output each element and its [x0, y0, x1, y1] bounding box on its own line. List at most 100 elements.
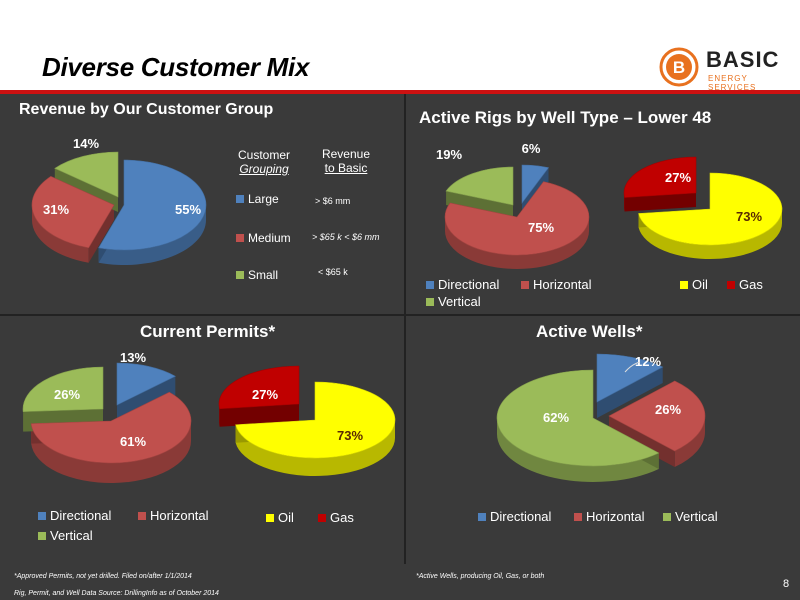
pie-slice-side: [219, 404, 220, 427]
revenue-header-line1: Revenue: [321, 147, 371, 161]
pie-slice-side: [445, 217, 589, 269]
pie-slice-vertical: [22, 366, 104, 412]
label-leader-line: [624, 361, 641, 373]
pie-slice-horizontal: [608, 380, 706, 452]
pie-data-label: 75%: [528, 220, 554, 235]
legend-permits-horizontal: Horizontal: [138, 508, 209, 523]
pie-data-label: 31%: [43, 202, 69, 217]
customer-header-line2: Grouping: [239, 162, 289, 176]
pie-slice-side: [235, 420, 395, 476]
pie-slice-vertical: [445, 166, 514, 206]
legend-small: Small: [236, 268, 278, 282]
legend-label: Horizontal: [586, 509, 645, 524]
pie-slice-wall: [446, 191, 513, 219]
pie-data-label: 27%: [665, 170, 691, 185]
legend-label: Oil: [278, 510, 294, 525]
legend-swatch: [680, 280, 688, 289]
legend-wells-horizontal: Horizontal: [574, 509, 645, 524]
legend-permits-oil: Oil: [266, 510, 294, 525]
pie-slice-side: [31, 421, 191, 483]
legend-small-label: Small: [248, 268, 279, 282]
pie-chart-4: 73% 27%: [218, 365, 396, 476]
pie-chart-1: 6% 75% 19%: [436, 141, 590, 269]
pie-slice-medium: [31, 175, 115, 249]
legend-swatch: [38, 511, 46, 520]
pie-slice-wall: [219, 404, 299, 427]
legend-rigs-directional: Directional: [426, 277, 499, 292]
pie-slice-side: [638, 209, 782, 260]
pie-slice-gas: [623, 156, 697, 198]
pie-slice-wall: [88, 205, 114, 263]
legend-swatch: [138, 511, 146, 520]
legend-swatch: [521, 280, 529, 289]
revenue-small: < $65 k: [318, 267, 348, 277]
company-logo: B BASIC ENERGY SERVICES: [659, 45, 794, 92]
pie-data-label: 13%: [120, 350, 146, 365]
legend-swatch-green: [236, 271, 244, 279]
legend-rigs-vertical: Vertical: [426, 294, 481, 309]
pie-data-label: 73%: [337, 428, 363, 443]
pie-slice-gas: [218, 365, 300, 410]
legend-wells-vertical: Vertical: [663, 509, 718, 524]
legend-large-label: Large: [248, 192, 279, 206]
logo-name: BASIC: [706, 47, 780, 72]
pie-slice-directional: [521, 164, 550, 204]
pie-chart-0: 55% 31% 14%: [31, 136, 207, 266]
chart-title-rigs: Active Rigs by Well Type – Lower 48: [419, 108, 712, 127]
pie-slice-horizontal: [444, 181, 590, 256]
pie-data-label: 19%: [436, 147, 462, 162]
revenue-header-line2: to Basic: [324, 161, 368, 175]
legend-swatch: [574, 512, 582, 521]
pie-chart-5: 12% 26% 62%: [496, 353, 706, 483]
header-divider: [0, 90, 800, 94]
pie-slice-small: [54, 151, 119, 198]
pie-data-label: 26%: [655, 402, 681, 417]
legend-rigs-horizontal: Horizontal: [521, 277, 592, 292]
legend-rigs-oil: Oil: [680, 277, 708, 292]
slide-header: Diverse Customer Mix B BASIC ENERGY SERV…: [0, 0, 800, 100]
pie-data-label: 55%: [175, 202, 201, 217]
chart-title-permits: Current Permits*: [140, 322, 276, 341]
pie-data-label: 62%: [543, 410, 569, 425]
chart-title-revenue: Revenue by Our Customer Group: [19, 101, 274, 118]
vertical-divider: [404, 94, 406, 564]
customer-grouping-header: Customer Grouping: [232, 148, 296, 176]
legend-rigs-gas: Gas: [727, 277, 763, 292]
legend-label: Horizontal: [150, 508, 209, 523]
pie-slice-large: [98, 159, 207, 251]
pie-slice-wall: [624, 193, 696, 212]
pie-slice-side: [497, 418, 659, 483]
legend-swatch: [318, 513, 326, 522]
revenue-large: > $6 mm: [315, 196, 351, 206]
legend-swatch: [38, 531, 46, 540]
legend-label: Oil: [692, 277, 708, 292]
logo-subtitle: ENERGY SERVICES: [708, 74, 757, 92]
pie-data-label: 61%: [120, 434, 146, 449]
pie-slice-oil: [235, 381, 396, 459]
logo-mark: B: [673, 58, 685, 77]
pie-slice-side: [32, 205, 89, 263]
legend-swatch: [426, 280, 434, 289]
pie-slice-side: [674, 416, 705, 467]
legend-permits-directional: Directional: [38, 508, 111, 523]
pie-slice-vertical: [496, 369, 660, 467]
legend-medium: Medium: [236, 231, 291, 245]
chart-title-wells: Active Wells*: [536, 322, 643, 341]
legend-label: Directional: [50, 508, 112, 523]
page-number: 8: [783, 578, 790, 590]
revenue-medium: > $65 k < $6 mm: [312, 232, 380, 242]
legend-swatch: [727, 280, 735, 289]
legend-label: Horizontal: [533, 277, 592, 292]
pie-slice-directional: [116, 362, 176, 406]
logo-b-icon: B: [659, 47, 699, 87]
pie-data-label: 6%: [522, 141, 541, 156]
legend-label: Directional: [490, 509, 552, 524]
legend-label: Gas: [330, 510, 354, 525]
legend-permits-gas: Gas: [318, 510, 354, 525]
legend-label: Directional: [438, 277, 500, 292]
legend-label: Vertical: [50, 528, 93, 543]
legend-swatch: [426, 297, 434, 306]
pie-slice-wall: [597, 367, 663, 418]
pie-data-label: 27%: [252, 387, 278, 402]
